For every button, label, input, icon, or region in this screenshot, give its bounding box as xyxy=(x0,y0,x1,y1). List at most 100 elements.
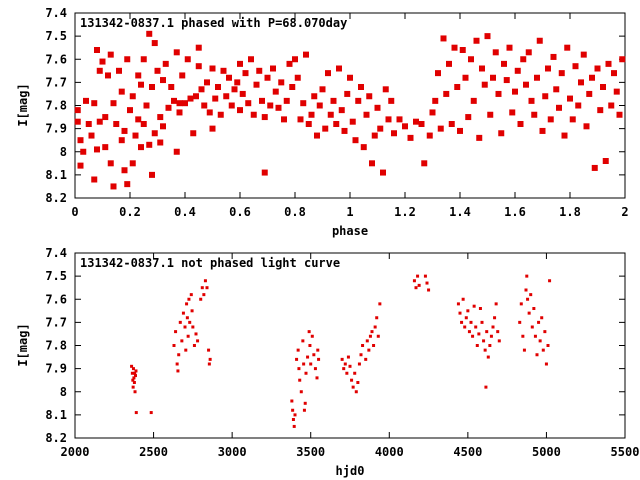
data-point xyxy=(172,344,176,347)
data-point xyxy=(202,293,206,297)
data-point xyxy=(207,348,211,352)
y-tick-label: 7.9 xyxy=(45,362,67,376)
data-point xyxy=(295,357,299,361)
data-point xyxy=(185,316,189,320)
data-point xyxy=(162,60,169,67)
data-point xyxy=(488,344,492,347)
data-point xyxy=(349,118,356,125)
data-point xyxy=(374,104,381,111)
data-point xyxy=(175,362,179,366)
data-point xyxy=(187,297,191,301)
data-point xyxy=(538,339,542,343)
data-point xyxy=(272,88,279,95)
data-point xyxy=(205,286,209,290)
data-point xyxy=(467,330,471,334)
data-point xyxy=(146,141,153,148)
data-point xyxy=(124,181,131,188)
data-point xyxy=(212,95,219,102)
data-point xyxy=(517,121,524,127)
data-point xyxy=(416,274,420,278)
data-point xyxy=(380,169,386,176)
data-point xyxy=(278,79,285,86)
data-point xyxy=(316,348,320,352)
data-point xyxy=(519,302,523,306)
data-point xyxy=(613,88,620,95)
data-point xyxy=(289,84,296,90)
data-point xyxy=(105,72,111,79)
data-points xyxy=(130,274,552,428)
data-point xyxy=(360,144,367,151)
data-point xyxy=(366,93,373,100)
data-point xyxy=(396,116,403,123)
data-point xyxy=(209,65,216,72)
y-tick-label: 7.7 xyxy=(45,75,67,89)
data-point xyxy=(372,344,376,347)
data-point xyxy=(407,134,414,141)
data-point xyxy=(133,371,137,375)
phased-light-curve-panel: 131342-0837.1 phased with P=68.070day ph… xyxy=(16,6,629,238)
data-point xyxy=(290,399,294,403)
x-tick-label: 5000 xyxy=(532,445,561,459)
data-point xyxy=(345,371,349,375)
data-point xyxy=(371,132,378,139)
y-tick-label: 7.5 xyxy=(45,269,67,283)
data-point xyxy=(491,325,495,329)
data-point xyxy=(248,56,254,63)
data-point xyxy=(102,144,109,151)
data-point xyxy=(578,79,584,86)
y-tick-label: 8 xyxy=(60,145,67,159)
y-tick-label: 8.2 xyxy=(45,431,67,445)
data-point xyxy=(340,357,344,361)
data-point xyxy=(518,320,522,324)
data-point xyxy=(237,107,243,114)
data-point xyxy=(165,104,172,111)
data-point xyxy=(477,332,481,336)
data-point xyxy=(308,111,315,118)
data-point xyxy=(417,283,421,287)
data-point xyxy=(385,116,392,123)
data-point xyxy=(176,109,183,116)
data-point xyxy=(378,302,382,306)
data-point xyxy=(129,93,136,100)
unphased-light-curve-panel: 131342-0837.1 not phased light curve hjd… xyxy=(16,246,639,478)
data-point xyxy=(457,127,463,134)
data-point xyxy=(427,288,431,292)
data-point xyxy=(180,339,184,343)
data-point xyxy=(501,60,507,67)
data-point xyxy=(149,84,155,90)
data-point xyxy=(548,279,552,283)
data-point xyxy=(94,47,100,53)
data-point xyxy=(347,74,353,81)
y-tick-label: 7.5 xyxy=(45,29,67,43)
x-tick-label: 3500 xyxy=(296,445,325,459)
data-point xyxy=(201,102,208,109)
data-point xyxy=(589,74,595,81)
data-point xyxy=(199,297,203,301)
data-point xyxy=(303,51,309,58)
data-point xyxy=(298,378,302,382)
data-point xyxy=(546,344,550,347)
data-point xyxy=(198,86,205,93)
data-point xyxy=(146,30,153,37)
data-point xyxy=(174,330,178,334)
x-tick-label: 5500 xyxy=(611,445,640,459)
data-point xyxy=(293,413,297,417)
data-point xyxy=(462,74,469,81)
data-point xyxy=(228,102,235,109)
x-tick-label: 0.6 xyxy=(229,205,251,219)
data-point xyxy=(226,74,232,81)
data-point xyxy=(492,49,499,56)
data-point xyxy=(85,121,92,127)
data-point xyxy=(80,148,87,155)
data-point xyxy=(302,362,306,366)
data-point xyxy=(130,364,134,368)
data-point xyxy=(484,385,488,389)
data-point xyxy=(550,53,557,60)
data-point xyxy=(129,160,136,167)
data-point xyxy=(250,111,257,118)
data-point xyxy=(375,316,379,320)
data-point xyxy=(524,288,528,292)
data-point xyxy=(314,132,320,139)
data-point xyxy=(330,97,337,104)
data-point xyxy=(350,378,354,382)
